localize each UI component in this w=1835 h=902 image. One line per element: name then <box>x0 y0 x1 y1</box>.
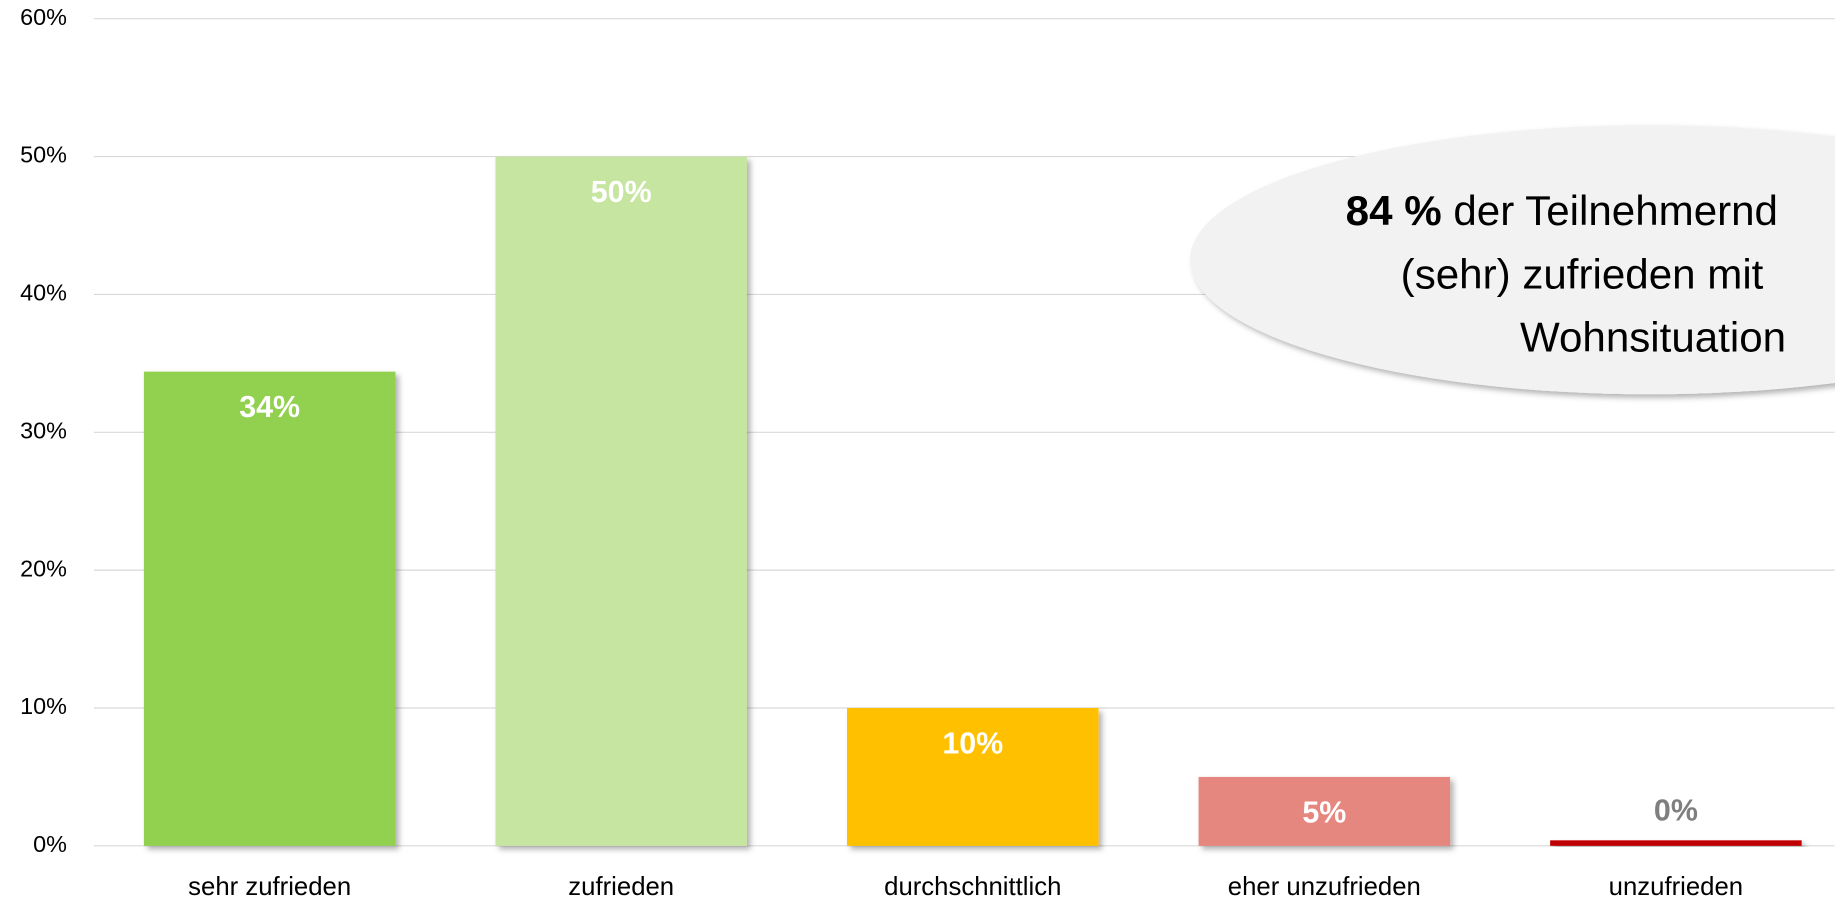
value-label: 34% <box>239 390 300 424</box>
bar <box>143 371 396 846</box>
y-tick-label: 20% <box>20 555 67 581</box>
value-label: 50% <box>591 175 652 209</box>
x-tick-label: eher unzufrieden <box>1228 873 1421 901</box>
value-label: 0% <box>1654 793 1698 827</box>
value-label: 10% <box>942 726 1003 760</box>
annotation-line: Wohnsituation <box>1520 314 1786 361</box>
bar <box>1198 776 1451 846</box>
annotation-bubble <box>1190 125 1835 395</box>
x-tick-label: durchschnittlich <box>884 873 1061 901</box>
y-tick-label: 0% <box>33 831 67 857</box>
y-tick-label: 40% <box>20 280 67 306</box>
annotation-line: 84 % der Teilnehmernd <box>1346 187 1778 234</box>
x-tick-label: unzufrieden <box>1609 873 1743 901</box>
y-tick-label: 60% <box>20 4 67 30</box>
y-tick-label: 10% <box>20 693 67 719</box>
y-tick-label: 30% <box>20 417 67 443</box>
x-tick-label: sehr zufrieden <box>188 873 351 901</box>
annotation-line: (sehr) zufrieden mit <box>1401 250 1764 297</box>
y-tick-label: 50% <box>20 142 67 168</box>
x-tick-label: zufrieden <box>568 873 674 901</box>
annotation-text: der Teilnehmernd <box>1453 187 1778 234</box>
annotation-bold: 84 % <box>1346 187 1442 234</box>
bar <box>1550 840 1802 846</box>
annotation: 84 % der Teilnehmernd (sehr) zufrieden mi… <box>1190 125 1835 395</box>
bars: 34% sehr zufrieden 50% zufrieden 10% durchsch… <box>143 156 1802 901</box>
value-label: 5% <box>1302 795 1346 829</box>
bar <box>847 707 1099 846</box>
bar <box>495 156 747 846</box>
